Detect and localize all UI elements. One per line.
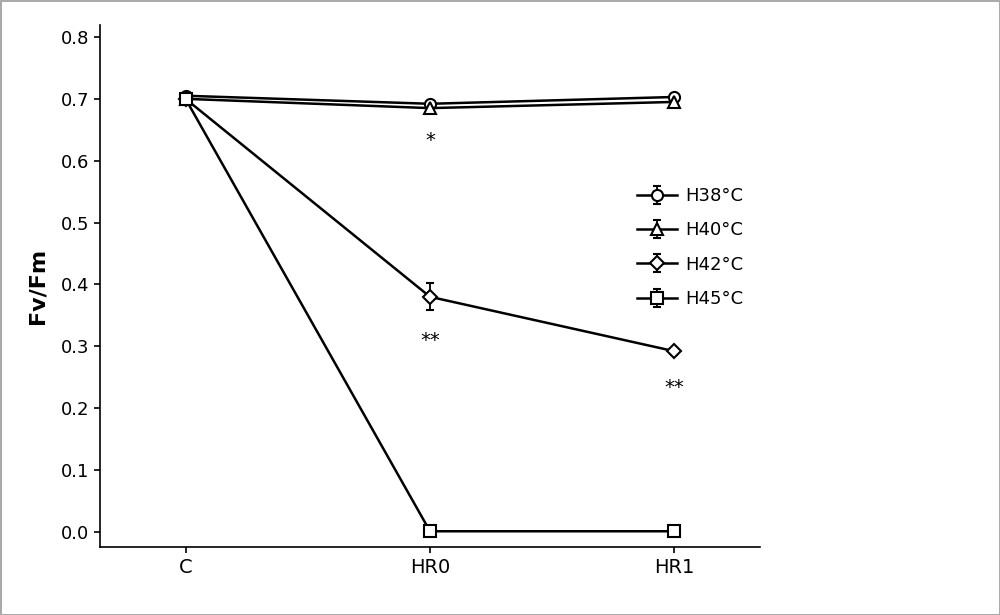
Legend: H38°C, H40°C, H42°C, H45°C: H38°C, H40°C, H42°C, H45°C bbox=[630, 180, 751, 315]
Text: **: ** bbox=[665, 378, 684, 397]
Text: **: ** bbox=[420, 331, 440, 350]
Text: *: * bbox=[425, 131, 435, 150]
Y-axis label: Fv/Fm: Fv/Fm bbox=[27, 248, 47, 324]
